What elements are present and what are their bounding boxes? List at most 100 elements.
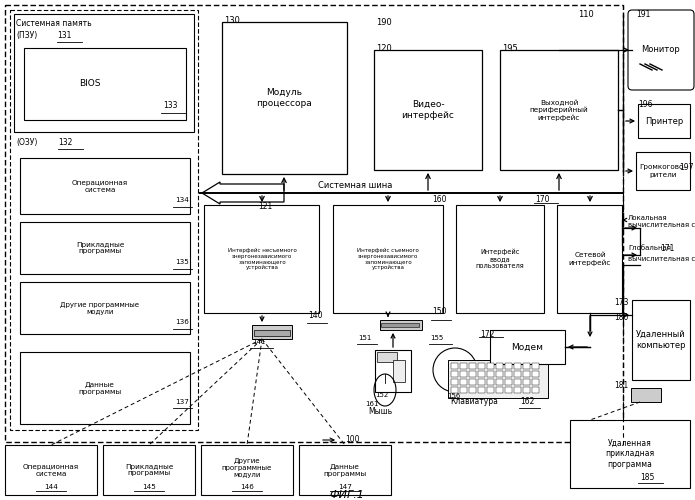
Text: Данные
программы: Данные программы [323, 464, 367, 476]
Text: 131: 131 [57, 31, 72, 40]
Bar [631, 388, 661, 402]
Text: 141: 141 [252, 339, 265, 345]
Text: Принтер: Принтер [645, 116, 683, 126]
Bar [496, 387, 503, 393]
Bar [374, 50, 482, 170]
Bar [523, 387, 530, 393]
Text: 152: 152 [375, 392, 389, 398]
Bar [478, 363, 485, 369]
Bar [638, 104, 690, 138]
Bar [505, 363, 512, 369]
Bar [204, 205, 319, 313]
Text: Системная память: Системная память [16, 19, 92, 28]
Bar [490, 330, 565, 364]
Text: BIOS: BIOS [79, 80, 101, 88]
Text: Модуль
процессора: Модуль процессора [256, 88, 312, 108]
Text: 197: 197 [680, 164, 694, 172]
Text: Операционная
система: Операционная система [23, 464, 79, 476]
Bar [451, 387, 458, 393]
Bar [532, 371, 539, 377]
Bar [469, 363, 476, 369]
Bar [456, 205, 544, 313]
Text: 196: 196 [638, 100, 653, 109]
Bar [487, 363, 494, 369]
Text: Удаленная
прикладная
программа: Удаленная прикладная программа [605, 439, 655, 469]
Text: 185: 185 [640, 472, 655, 482]
Bar [505, 371, 512, 377]
Bar [460, 379, 467, 385]
Bar [5, 445, 97, 495]
Text: Выходной
периферийный
интерфейс: Выходной периферийный интерфейс [530, 99, 589, 121]
Bar [514, 379, 521, 385]
Bar [377, 352, 397, 362]
Text: 170: 170 [535, 195, 550, 204]
Bar [557, 205, 622, 313]
Text: 180: 180 [614, 313, 628, 322]
Bar [523, 363, 530, 369]
FancyBboxPatch shape [628, 10, 694, 90]
Text: (ПЗУ): (ПЗУ) [16, 31, 38, 40]
Text: 146: 146 [240, 484, 254, 490]
Text: 110: 110 [578, 10, 594, 19]
Bar [20, 158, 190, 214]
Text: 137: 137 [175, 399, 189, 405]
Bar [478, 371, 485, 377]
Text: Прикладные
программы: Прикладные программы [125, 464, 173, 476]
Text: Громкогово-
рители: Громкогово- рители [639, 164, 687, 177]
Text: 140: 140 [308, 312, 322, 320]
Bar [632, 300, 690, 380]
Text: Другие
программные
модули: Другие программные модули [222, 458, 272, 478]
Bar [505, 387, 512, 393]
Text: 172: 172 [480, 330, 494, 339]
Text: Операционная
система: Операционная система [72, 180, 128, 192]
Bar [496, 363, 503, 369]
Bar [487, 371, 494, 377]
Bar [514, 371, 521, 377]
Text: 135: 135 [175, 259, 189, 265]
Bar [570, 420, 690, 488]
Bar [448, 360, 548, 398]
Bar [201, 445, 293, 495]
Bar [451, 371, 458, 377]
Text: 173: 173 [614, 298, 628, 307]
Bar [505, 379, 512, 385]
Bar [496, 371, 503, 377]
Bar [469, 371, 476, 377]
Bar [523, 379, 530, 385]
Text: Прикладные
программы: Прикладные программы [76, 242, 124, 254]
Text: (ОЗУ): (ОЗУ) [16, 138, 38, 147]
Bar [478, 387, 485, 393]
Bar [380, 320, 422, 330]
Text: Интерфейс несъемного
энергонезависимого
запоминающего
устройства: Интерфейс несъемного энергонезависимого … [227, 248, 297, 270]
Text: 195: 195 [502, 44, 518, 53]
Bar [460, 363, 467, 369]
Bar [451, 379, 458, 385]
Text: 171: 171 [660, 244, 674, 253]
Bar [254, 330, 290, 336]
FancyArrow shape [202, 182, 284, 204]
Text: 121: 121 [258, 202, 272, 211]
Text: 132: 132 [58, 138, 72, 147]
Text: Интерфейс
ввода
пользователя: Интерфейс ввода пользователя [475, 248, 524, 269]
Bar [20, 282, 190, 334]
Bar [469, 387, 476, 393]
Text: 120: 120 [376, 44, 392, 53]
Text: 181: 181 [614, 380, 628, 390]
Bar [5, 5, 623, 442]
Bar [500, 50, 618, 170]
Text: Видео-
интерфейс: Видео- интерфейс [402, 100, 455, 119]
Text: Мышь: Мышь [368, 408, 392, 416]
Bar [451, 363, 458, 369]
Bar [375, 350, 411, 392]
Bar [532, 363, 539, 369]
Bar [514, 387, 521, 393]
Text: 145: 145 [142, 484, 156, 490]
Text: 133: 133 [163, 102, 177, 110]
Bar [487, 379, 494, 385]
Bar [10, 10, 198, 430]
Text: Локальная
вычислительная сеть: Локальная вычислительная сеть [628, 215, 695, 228]
Bar [523, 371, 530, 377]
Text: 151: 151 [358, 335, 371, 341]
Text: Клавиатура: Клавиатура [450, 398, 498, 406]
Text: Системная шина: Системная шина [318, 180, 392, 190]
